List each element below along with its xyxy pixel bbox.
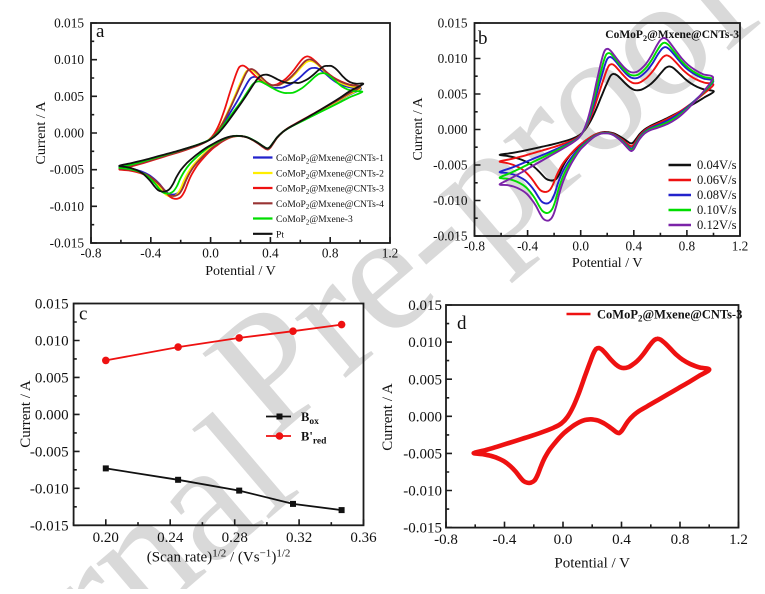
- svg-text:-0.005: -0.005: [30, 445, 69, 461]
- svg-text:-0.010: -0.010: [403, 484, 442, 500]
- svg-text:0.4: 0.4: [612, 532, 631, 548]
- svg-text:b: b: [478, 28, 488, 49]
- svg-text:CoMoP2@Mxene@CNTs-3: CoMoP2@Mxene@CNTs-3: [597, 308, 742, 324]
- svg-text:-0.4: -0.4: [517, 239, 538, 254]
- svg-text:0.12V/s: 0.12V/s: [697, 218, 737, 232]
- svg-text:0.0: 0.0: [202, 246, 219, 261]
- svg-text:0.000: 0.000: [54, 126, 84, 141]
- svg-text:0.000: 0.000: [438, 122, 468, 137]
- svg-text:0.015: 0.015: [438, 16, 468, 31]
- svg-text:CoMoP2@Mxene-3: CoMoP2@Mxene-3: [276, 214, 353, 226]
- svg-text:0.04V/s: 0.04V/s: [697, 158, 737, 172]
- svg-text:0.0: 0.0: [572, 239, 589, 254]
- svg-text:0.000: 0.000: [35, 408, 69, 424]
- svg-text:-0.010: -0.010: [433, 193, 468, 208]
- svg-text:0.20: 0.20: [93, 530, 119, 546]
- svg-text:Box: Box: [301, 410, 319, 427]
- svg-text:Current / A: Current / A: [411, 97, 426, 161]
- svg-text:Potential / V: Potential / V: [205, 264, 276, 279]
- svg-text:1.2: 1.2: [729, 532, 748, 548]
- svg-text:0.24: 0.24: [157, 530, 184, 546]
- svg-text:0.8: 0.8: [679, 239, 696, 254]
- svg-text:-0.010: -0.010: [30, 481, 69, 497]
- svg-text:Current / A: Current / A: [34, 101, 49, 165]
- svg-text:0.28: 0.28: [222, 530, 248, 546]
- svg-text:-0.005: -0.005: [403, 447, 442, 463]
- svg-text:0.10V/s: 0.10V/s: [697, 203, 737, 217]
- svg-text:0.32: 0.32: [286, 530, 312, 546]
- svg-text:1.2: 1.2: [382, 246, 399, 261]
- svg-text:(Scan rate)1/2 / (Vs−1)1/2: (Scan rate)1/2 / (Vs−1)1/2: [147, 547, 291, 565]
- svg-text:-0.005: -0.005: [50, 162, 85, 177]
- svg-text:Potential / V: Potential / V: [572, 256, 643, 271]
- svg-text:0.0: 0.0: [554, 532, 573, 548]
- svg-text:0.000: 0.000: [408, 409, 442, 425]
- svg-text:0.8: 0.8: [671, 532, 690, 548]
- svg-text:0.4: 0.4: [262, 246, 279, 261]
- svg-text:0.010: 0.010: [408, 335, 442, 351]
- svg-text:d: d: [457, 313, 467, 334]
- svg-text:-0.8: -0.8: [80, 246, 101, 261]
- svg-text:-0.015: -0.015: [433, 229, 468, 244]
- svg-text:CoMoP2@Mxene@CNTs-4: CoMoP2@Mxene@CNTs-4: [276, 199, 384, 211]
- svg-text:0.8: 0.8: [322, 246, 339, 261]
- svg-text:0.015: 0.015: [35, 297, 69, 313]
- svg-text:0.005: 0.005: [408, 372, 442, 388]
- svg-text:a: a: [96, 21, 105, 42]
- svg-text:0.08V/s: 0.08V/s: [697, 188, 737, 202]
- svg-text:B'red: B'red: [301, 430, 327, 447]
- svg-text:0.06V/s: 0.06V/s: [697, 173, 737, 187]
- svg-text:-0.8: -0.8: [434, 532, 458, 548]
- svg-text:Current / A: Current / A: [380, 383, 396, 451]
- svg-text:Pt: Pt: [276, 229, 284, 240]
- svg-text:-0.015: -0.015: [403, 521, 442, 537]
- svg-text:0.36: 0.36: [350, 530, 377, 546]
- svg-text:0.015: 0.015: [54, 16, 84, 31]
- svg-text:CoMoP2@Mxene@CNTs-3: CoMoP2@Mxene@CNTs-3: [276, 184, 384, 196]
- svg-text:CoMoP2@Mxene@CNTs-1: CoMoP2@Mxene@CNTs-1: [276, 153, 384, 165]
- svg-text:0.4: 0.4: [625, 239, 642, 254]
- svg-text:-0.015: -0.015: [50, 236, 85, 251]
- svg-text:0.015: 0.015: [408, 298, 442, 314]
- svg-text:0.010: 0.010: [438, 51, 468, 66]
- svg-text:0.005: 0.005: [438, 87, 468, 102]
- svg-text:Potential / V: Potential / V: [554, 556, 630, 572]
- svg-text:-0.010: -0.010: [50, 199, 85, 214]
- svg-text:-0.4: -0.4: [140, 246, 161, 261]
- svg-text:-0.8: -0.8: [464, 239, 485, 254]
- svg-text:1.2: 1.2: [732, 239, 749, 254]
- svg-text:-0.005: -0.005: [433, 158, 468, 173]
- svg-text:-0.015: -0.015: [30, 518, 69, 534]
- svg-text:c: c: [79, 304, 87, 325]
- svg-text:0.010: 0.010: [54, 52, 84, 67]
- svg-text:Current / A: Current / A: [18, 380, 34, 448]
- svg-text:0.005: 0.005: [54, 89, 84, 104]
- svg-text:CoMoP2@Mxene@CNTs-2: CoMoP2@Mxene@CNTs-2: [276, 169, 384, 181]
- svg-text:0.005: 0.005: [35, 371, 69, 387]
- svg-text:CoMoP2@Mxene@CNTs-3: CoMoP2@Mxene@CNTs-3: [605, 29, 739, 43]
- svg-text:-0.4: -0.4: [493, 532, 517, 548]
- svg-text:0.010: 0.010: [35, 334, 69, 350]
